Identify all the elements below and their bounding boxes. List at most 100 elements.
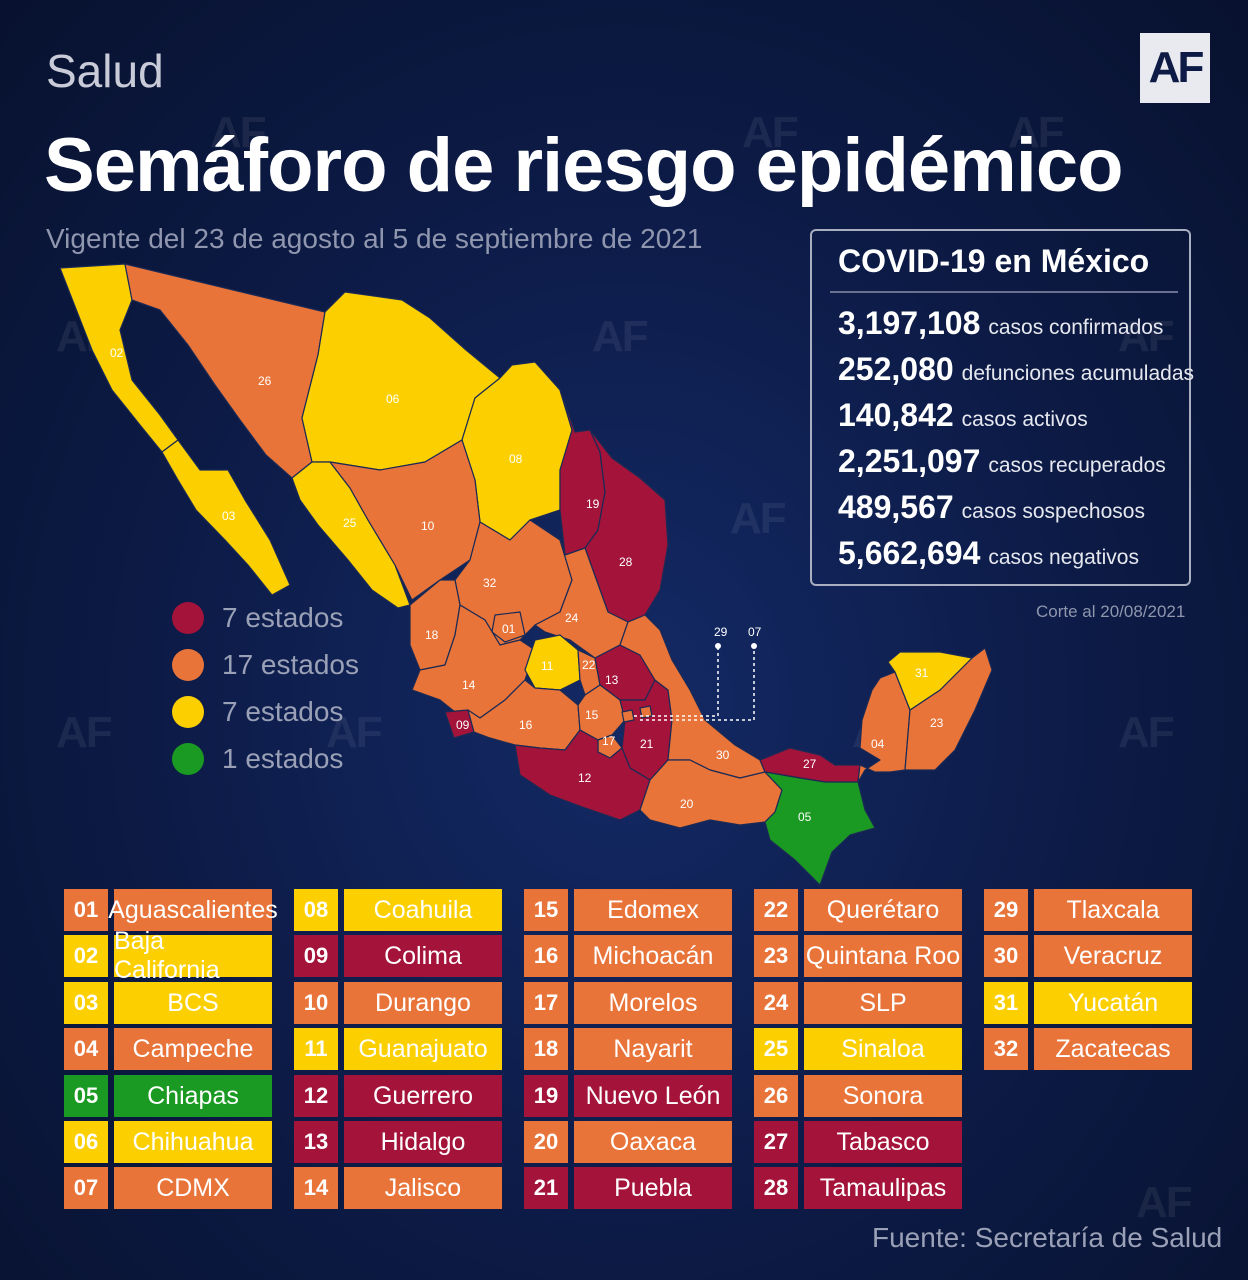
callout-dot bbox=[751, 643, 757, 649]
state-code-cell: 09 bbox=[294, 935, 338, 977]
watermark-logo: AF bbox=[56, 708, 113, 757]
map-state-number: 27 bbox=[803, 757, 817, 771]
state-code-cell: 15 bbox=[524, 889, 568, 931]
watermark-logo: AF bbox=[1118, 708, 1175, 757]
state-code-cell: 17 bbox=[524, 982, 568, 1024]
map-state-number: 24 bbox=[565, 611, 579, 625]
stat-row: 140,842 casos activos bbox=[838, 397, 1088, 434]
state-code-cell: 31 bbox=[984, 982, 1028, 1024]
map-state-number: 03 bbox=[222, 509, 236, 523]
callout-line bbox=[640, 648, 755, 721]
state-11 bbox=[524, 634, 581, 691]
stat-row: 489,567 casos sospechosos bbox=[838, 489, 1145, 526]
watermark-logo: AF bbox=[742, 108, 799, 157]
stat-label: casos negativos bbox=[988, 546, 1139, 569]
map-state-number: 06 bbox=[386, 392, 400, 406]
state-05 bbox=[764, 771, 876, 886]
state-code-cell: 27 bbox=[754, 1121, 798, 1163]
map-state-number: 23 bbox=[930, 716, 944, 730]
map-state-number: 21 bbox=[640, 737, 654, 751]
state-code-cell: 12 bbox=[294, 1075, 338, 1117]
state-code-cell: 14 bbox=[294, 1167, 338, 1209]
state-code-cell: 25 bbox=[754, 1028, 798, 1070]
map-state-number: 01 bbox=[502, 622, 516, 636]
state-name-cell: Jalisco bbox=[344, 1167, 502, 1209]
state-code-cell: 13 bbox=[294, 1121, 338, 1163]
stat-value: 489,567 bbox=[838, 489, 954, 525]
watermark-logo: AF bbox=[1008, 108, 1065, 157]
state-03 bbox=[161, 439, 291, 596]
state-code-cell: 04 bbox=[64, 1028, 108, 1070]
state-name-cell: Chiapas bbox=[114, 1075, 272, 1117]
state-name-cell: Nuevo León bbox=[574, 1075, 732, 1117]
map-state-number: 19 bbox=[586, 497, 600, 511]
state-name-cell: Yucatán bbox=[1034, 982, 1192, 1024]
state-name-cell: Tlaxcala bbox=[1034, 889, 1192, 931]
divider bbox=[830, 291, 1178, 293]
map-state-number: 13 bbox=[605, 673, 619, 687]
state-code-cell: 11 bbox=[294, 1028, 338, 1070]
legend-dot bbox=[172, 649, 204, 681]
state-code-cell: 03 bbox=[64, 982, 108, 1024]
state-name-cell: Puebla bbox=[574, 1167, 732, 1209]
watermark-logo: AF bbox=[326, 708, 383, 757]
state-name-cell: Tabasco bbox=[804, 1121, 962, 1163]
state-name-cell: Zacatecas bbox=[1034, 1028, 1192, 1070]
map-state-number: 16 bbox=[519, 718, 533, 732]
state-code-cell: 23 bbox=[754, 935, 798, 977]
legend-item: 17 estados bbox=[172, 649, 359, 681]
state-31 bbox=[887, 651, 973, 711]
map-state-number: 09 bbox=[456, 718, 470, 732]
watermark-logo: AF bbox=[210, 108, 267, 157]
map-state-number: 08 bbox=[509, 452, 523, 466]
watermark-logo: AF bbox=[730, 494, 787, 543]
stat-value: 140,842 bbox=[838, 397, 954, 433]
state-code-cell: 32 bbox=[984, 1028, 1028, 1070]
stat-row: 3,197,108 casos confirmados bbox=[838, 305, 1163, 342]
stat-value: 2,251,097 bbox=[838, 443, 981, 479]
state-name-cell: Guerrero bbox=[344, 1075, 502, 1117]
state-07 bbox=[621, 709, 635, 723]
map-state-number: 28 bbox=[619, 555, 633, 569]
state-code-cell: 05 bbox=[64, 1075, 108, 1117]
state-name-cell: Quintana Roo bbox=[804, 935, 962, 977]
legend-item: 1 estados bbox=[172, 743, 343, 775]
state-code-cell: 18 bbox=[524, 1028, 568, 1070]
map-state-number: 26 bbox=[258, 374, 272, 388]
state-name-cell: Hidalgo bbox=[344, 1121, 502, 1163]
state-code-cell: 29 bbox=[984, 889, 1028, 931]
map-state-number: 32 bbox=[483, 576, 497, 590]
map-state-number: 20 bbox=[680, 797, 694, 811]
state-code-cell: 28 bbox=[754, 1167, 798, 1209]
state-name-cell: Baja California bbox=[114, 927, 272, 984]
watermark-logo: AF bbox=[1136, 1178, 1193, 1227]
legend-label: 1 estados bbox=[222, 743, 344, 774]
state-name-cell: Oaxaca bbox=[574, 1121, 732, 1163]
state-name-cell: CDMX bbox=[114, 1167, 272, 1209]
map-state-number: 02 bbox=[110, 346, 124, 360]
map-state-number: 05 bbox=[798, 810, 812, 824]
callout-line bbox=[634, 648, 719, 717]
section-label: Salud bbox=[46, 45, 164, 97]
map-state-number: 22 bbox=[582, 658, 596, 672]
state-code-cell: 19 bbox=[524, 1075, 568, 1117]
legend-dot bbox=[172, 743, 204, 775]
state-name-cell: Coahuila bbox=[344, 889, 502, 931]
callout-label: 29 bbox=[714, 625, 728, 639]
map-state-number: 17 bbox=[602, 734, 616, 748]
state-code-cell: 16 bbox=[524, 935, 568, 977]
page-title: Semáforo de riesgo epidémico bbox=[44, 123, 1124, 208]
source-note: Fuente: Secretaría de Salud bbox=[872, 1222, 1223, 1253]
state-name-cell: Veracruz bbox=[1034, 935, 1192, 977]
covid-stats-panel: COVID-19 en México 3,197,108 casos confir… bbox=[810, 229, 1194, 586]
callout-dot bbox=[715, 643, 721, 649]
state-12 bbox=[514, 729, 651, 821]
page-subtitle: Vigente del 23 de agosto al 5 de septiem… bbox=[46, 223, 703, 254]
legend-item: 7 estados bbox=[172, 696, 343, 728]
map-state-number: 10 bbox=[421, 519, 435, 533]
state-code-cell: 24 bbox=[754, 982, 798, 1024]
map-state-number: 11 bbox=[541, 659, 554, 673]
stat-label: casos activos bbox=[961, 408, 1088, 431]
state-04 bbox=[857, 671, 911, 783]
callout-label: 07 bbox=[748, 625, 762, 639]
